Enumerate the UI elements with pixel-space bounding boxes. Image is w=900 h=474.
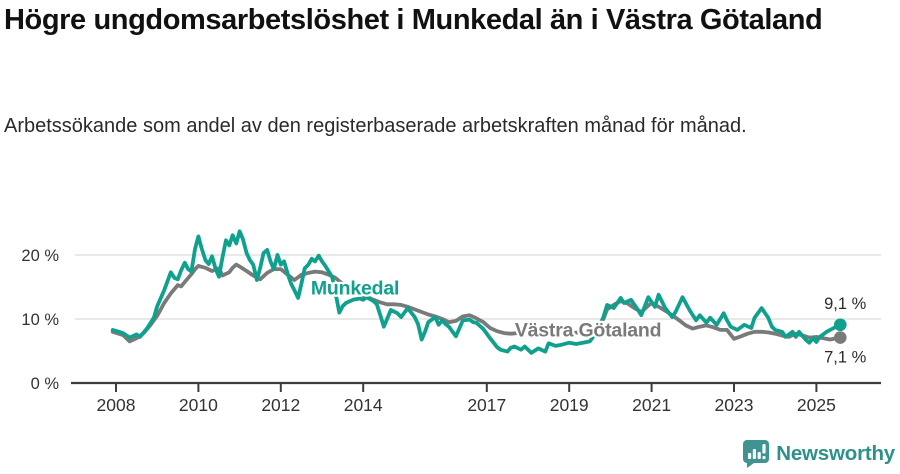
series-name-label: Munkedal bbox=[311, 278, 399, 300]
x-axis-tick-label: 2021 bbox=[632, 395, 671, 415]
x-axis-tick-label: 2008 bbox=[97, 395, 136, 415]
chart-title: Högre ungdomsarbetslöshet i Munkedal än … bbox=[4, 4, 823, 36]
series-name-label: Västra Götaland bbox=[515, 319, 662, 341]
newsworthy-logo[interactable]: Newsworthy bbox=[742, 439, 895, 468]
series-end-value-label: 9,1 % bbox=[824, 295, 867, 313]
series-line-v-stra-g-taland bbox=[110, 262, 843, 344]
x-axis-tick-label: 2017 bbox=[467, 395, 506, 415]
x-axis-tick-label: 2010 bbox=[179, 395, 218, 415]
chart-subtitle: Arbetssökande som andel av den registerb… bbox=[4, 115, 747, 137]
series-end-dot bbox=[833, 318, 847, 332]
x-axis-tick-label: 2014 bbox=[344, 395, 383, 415]
y-axis-tick-label: 10 % bbox=[21, 311, 59, 329]
y-axis-tick-label: 20 % bbox=[21, 247, 59, 265]
series-line-munkedal bbox=[110, 229, 843, 355]
x-axis-tick-label: 2023 bbox=[715, 395, 754, 415]
x-axis-tick-label: 2012 bbox=[261, 395, 300, 415]
newsworthy-brand-text: Newsworthy bbox=[776, 441, 895, 465]
series-end-dot bbox=[833, 331, 847, 344]
line-chart-canvas: 0 % 10 % 20 % 2008 2010 2012 2014 2017 2019 2021 2… bbox=[21, 229, 881, 415]
x-axis-tick-label: 2025 bbox=[797, 395, 836, 415]
x-axis-tick-label: 2019 bbox=[550, 395, 589, 415]
unemployment-line-chart: 0 % 10 % 20 % 2008 2010 2012 2014 2017 2019 2021 2… bbox=[0, 200, 900, 432]
newsworthy-logo-icon bbox=[743, 440, 770, 468]
y-axis-tick-label: 0 % bbox=[31, 375, 60, 393]
series-end-value-label: 7,1 % bbox=[824, 349, 867, 367]
